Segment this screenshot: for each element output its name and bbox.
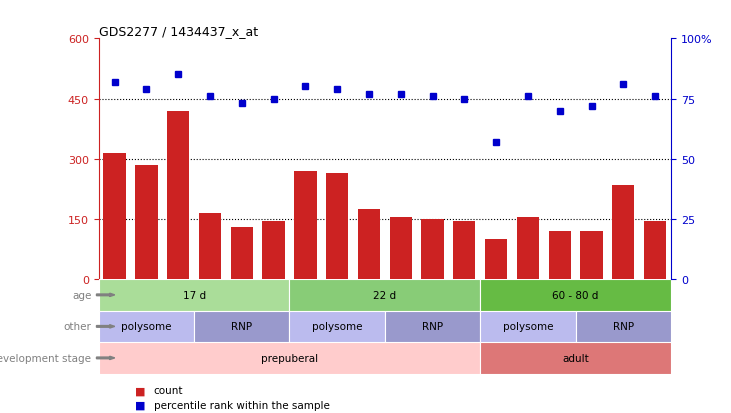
Text: adult: adult — [562, 353, 589, 363]
Text: 17 d: 17 d — [183, 290, 205, 300]
Text: ■: ■ — [135, 400, 145, 410]
Bar — [422, 219, 444, 280]
Bar — [289, 280, 480, 311]
Bar — [480, 311, 576, 342]
Bar — [480, 280, 671, 311]
Bar — [104, 153, 126, 280]
Bar — [644, 221, 666, 280]
Bar — [326, 173, 348, 280]
Bar — [295, 171, 317, 280]
Text: age: age — [72, 290, 91, 300]
Bar — [289, 311, 385, 342]
Bar — [385, 311, 480, 342]
Bar — [549, 231, 571, 280]
Bar — [99, 280, 289, 311]
Text: GDS2277 / 1434437_x_at: GDS2277 / 1434437_x_at — [99, 25, 258, 38]
Text: polysome: polysome — [121, 322, 172, 332]
Bar — [99, 342, 480, 374]
Bar — [135, 165, 157, 280]
Bar — [262, 221, 284, 280]
Bar — [167, 111, 189, 280]
Text: RNP: RNP — [231, 322, 252, 332]
Text: RNP: RNP — [613, 322, 634, 332]
Bar — [453, 221, 475, 280]
Bar — [517, 217, 539, 280]
Text: development stage: development stage — [0, 353, 91, 363]
Bar — [358, 209, 380, 280]
Bar — [576, 311, 671, 342]
Bar — [580, 231, 602, 280]
Text: other: other — [64, 322, 91, 332]
Text: RNP: RNP — [422, 322, 443, 332]
Bar — [99, 311, 194, 342]
Bar — [480, 342, 671, 374]
Bar — [194, 311, 289, 342]
Text: percentile rank within the sample: percentile rank within the sample — [154, 400, 330, 410]
Bar — [231, 228, 253, 280]
Text: polysome: polysome — [503, 322, 553, 332]
Text: count: count — [154, 385, 183, 395]
Text: polysome: polysome — [312, 322, 363, 332]
Text: 60 - 80 d: 60 - 80 d — [553, 290, 599, 300]
Bar — [199, 214, 221, 280]
Bar — [485, 240, 507, 280]
Text: prepuberal: prepuberal — [261, 353, 318, 363]
Text: 22 d: 22 d — [374, 290, 396, 300]
Text: ■: ■ — [135, 385, 145, 395]
Bar — [390, 217, 412, 280]
Bar — [613, 185, 635, 280]
